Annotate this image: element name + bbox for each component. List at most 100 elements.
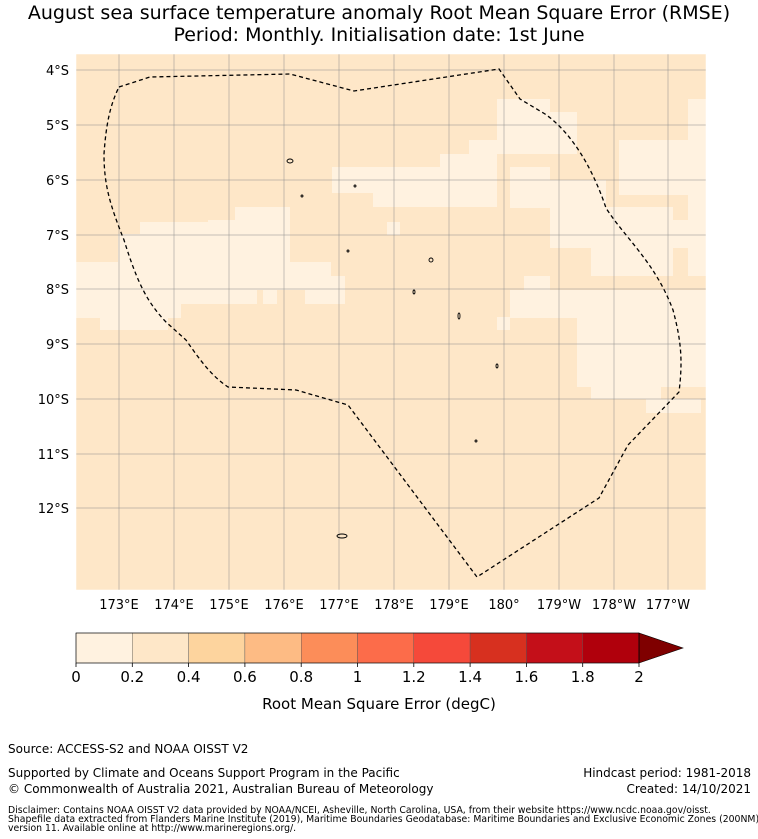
low-error-cell — [497, 317, 510, 330]
hindcast-period: Hindcast period: 1981-2018 — [583, 766, 751, 780]
lon-tick-label: 176°E — [264, 598, 304, 613]
low-error-cell — [76, 262, 331, 277]
lat-tick-label: 8°S — [46, 283, 69, 298]
low-error-cell — [510, 290, 706, 318]
colorbar-tick-label: 1 — [353, 668, 363, 686]
low-error-cell — [550, 112, 577, 154]
colorbar-tick-label: 0.6 — [233, 668, 257, 686]
island-outlines — [286, 158, 499, 539]
lon-tick-label: 175°E — [209, 598, 249, 613]
colorbar-swatch — [188, 632, 246, 664]
lon-tick-label: 174°E — [154, 598, 194, 613]
support-text: Supported by Climate and Oceans Support … — [8, 766, 400, 780]
island — [412, 289, 416, 295]
lat-tick-label: 5°S — [46, 119, 69, 134]
colorbar-swatch — [357, 632, 414, 664]
lon-tick-label: 178°E — [374, 598, 414, 613]
low-error-cell — [537, 180, 606, 207]
low-error-cell — [76, 276, 345, 290]
low-error-cell — [208, 220, 235, 234]
island — [336, 533, 348, 539]
island — [286, 158, 294, 164]
low-error-cell — [76, 290, 257, 304]
island — [300, 194, 304, 198]
low-error-cell — [660, 220, 688, 248]
colorbar-tick-labels: 0 0.2 0.4 0.6 0.8 1 1.2 1.4 1.6 1.8 2 — [71, 663, 644, 686]
lon-tick-label: 177°E — [319, 598, 359, 613]
lat-tick-label: 10°S — [38, 393, 69, 408]
disclaimer-line-1: Disclaimer: Contains NOAA OISST V2 data … — [8, 805, 711, 816]
low-error-cell — [688, 195, 706, 276]
low-error-cells — [76, 99, 706, 413]
colorbar-tick-label: 0.8 — [289, 668, 313, 686]
colorbar-swatch — [132, 632, 189, 664]
disclaimer-line-2: Shapefile data extracted from Flanders M… — [8, 814, 758, 825]
colorbar-tick-label: 1.4 — [458, 668, 482, 686]
island — [495, 363, 499, 369]
island — [353, 184, 357, 188]
colorbar-swatch — [413, 632, 471, 664]
island — [428, 257, 434, 263]
lon-tick-label: 179°W — [537, 598, 581, 613]
colorbar-swatch — [469, 632, 527, 664]
low-error-cell — [688, 99, 706, 140]
low-error-cell — [550, 207, 673, 248]
chart-title: August sea surface temperature anomaly R… — [27, 2, 731, 24]
island — [474, 439, 478, 443]
low-error-cell — [591, 387, 661, 399]
colorbar-tick-label: 1.8 — [571, 668, 595, 686]
colorbar-tick-label: 2 — [634, 668, 644, 686]
disclaimer-line-3: version 11. Available online at http://w… — [8, 823, 297, 834]
low-error-cell — [373, 193, 497, 207]
map-gridlines — [76, 54, 706, 590]
colorbar-swatch — [582, 632, 640, 664]
lon-tick-label: 173°E — [99, 598, 139, 613]
island — [346, 249, 350, 253]
low-error-cell — [619, 140, 706, 195]
colorbar-swatch — [244, 632, 302, 664]
low-error-cell — [646, 399, 701, 413]
lat-tick-label: 11°S — [38, 448, 69, 463]
longitude-labels: 173°E 174°E 175°E 176°E 177°E 178°E 179°E 180° 1… — [99, 598, 690, 613]
island — [457, 312, 461, 320]
colorbar-label: Root Mean Square Error (degC) — [262, 695, 496, 713]
map-panel — [75, 53, 707, 591]
colorbar-swatch — [526, 632, 583, 664]
lon-tick-label: 179°E — [429, 598, 469, 613]
low-error-cell — [524, 276, 550, 290]
lat-tick-label: 6°S — [46, 174, 69, 189]
lat-tick-label: 4°S — [46, 64, 69, 79]
low-error-cell — [497, 99, 550, 154]
colorbar-swatch — [301, 632, 358, 664]
lon-tick-label: 180° — [488, 598, 519, 613]
low-error-cell — [100, 318, 168, 330]
colorbar-tick-label: 1.2 — [402, 668, 426, 686]
colorbar-swatches — [75, 632, 640, 664]
lat-tick-label: 12°S — [38, 502, 69, 517]
low-error-cell — [118, 234, 290, 262]
colorbar-tick-label: 0.2 — [120, 668, 144, 686]
source-text: Source: ACCESS-S2 and NOAA OISST V2 — [8, 742, 249, 756]
low-error-cell — [305, 290, 345, 304]
lon-tick-label: 177°W — [646, 598, 690, 613]
lat-tick-label: 7°S — [46, 229, 69, 244]
colorbar-extend-arrow — [638, 632, 684, 664]
colorbar-tick-label: 1.6 — [514, 668, 538, 686]
low-error-cell — [387, 222, 400, 235]
low-error-cell — [76, 304, 181, 318]
created-date: Created: 14/10/2021 — [626, 782, 751, 796]
low-error-cell — [577, 317, 706, 387]
low-error-cell — [235, 207, 290, 235]
copyright-text: © Commonwealth of Australia 2021, Austra… — [8, 782, 434, 796]
low-error-cell — [440, 154, 497, 167]
low-error-cell — [591, 248, 673, 276]
eez-boundary — [103, 68, 682, 578]
latitude-labels: 4°S 5°S 6°S 7°S 8°S 9°S 10°S 11°S 12°S — [38, 64, 69, 517]
colorbar-swatch — [75, 632, 133, 664]
lon-tick-label: 178°W — [592, 598, 636, 613]
lat-tick-label: 9°S — [46, 338, 69, 353]
colorbar-tick-label: 0 — [71, 668, 81, 686]
low-error-cell — [263, 290, 277, 304]
colorbar-tick-label: 0.4 — [177, 668, 201, 686]
